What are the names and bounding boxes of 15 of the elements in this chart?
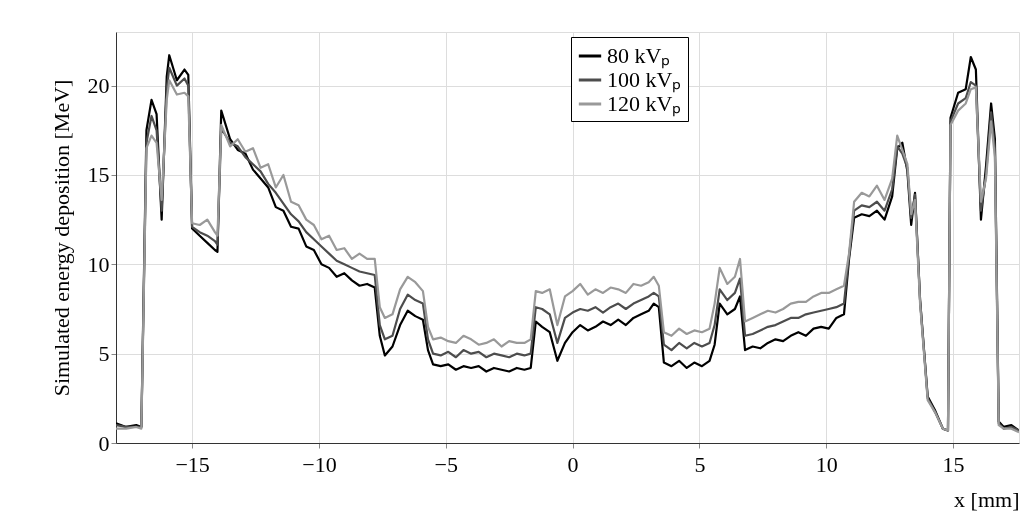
y-tick-label: 15 <box>87 162 110 188</box>
x-axis-title: x [mm] <box>954 486 1020 512</box>
x-tick-label: 10 <box>815 451 838 477</box>
y-axis-title: Simulated energy deposition [MeV] <box>48 79 74 397</box>
y-tick-label: 10 <box>87 251 110 277</box>
x-tick-label: 0 <box>567 451 579 477</box>
x-tick-label: −10 <box>302 451 337 477</box>
y-tick-label: 20 <box>87 73 110 99</box>
x-tick-label: −5 <box>434 451 458 477</box>
x-tick-label: 15 <box>942 451 965 477</box>
x-tick-label: 5 <box>694 451 706 477</box>
y-tick-label: 5 <box>98 341 110 367</box>
legend-label: 80 kVₚ <box>607 43 671 69</box>
y-tick-label: 0 <box>98 430 110 456</box>
x-tick-label: −15 <box>175 451 210 477</box>
